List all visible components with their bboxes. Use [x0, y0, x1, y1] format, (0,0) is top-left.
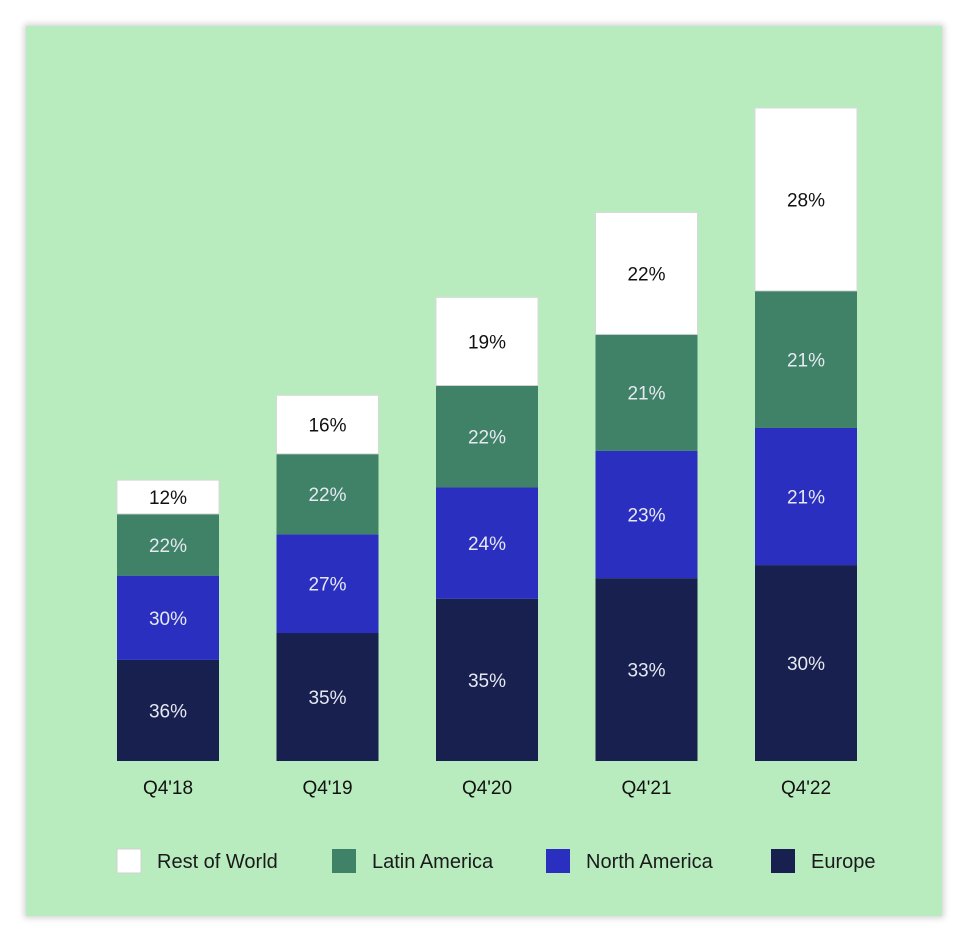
data-label: 36% — [149, 701, 187, 722]
bar-segment-rest-of-world — [754, 107, 858, 292]
legend: Rest of World Latin America North America E… — [116, 848, 876, 874]
data-label: 28% — [787, 190, 825, 211]
bar-segment-north-america — [595, 450, 698, 579]
bar-segment-rest-of-world — [276, 394, 379, 455]
x-tick-label: Q4'22 — [781, 778, 831, 799]
bar-segment-north-america — [436, 487, 538, 599]
legend-swatch — [546, 849, 570, 873]
x-tick-label: Q4'19 — [302, 778, 352, 799]
x-tick-label: Q4'18 — [143, 778, 193, 799]
legend-label: Rest of World — [157, 851, 278, 873]
data-label: 35% — [468, 671, 506, 692]
data-label: 23% — [627, 505, 665, 526]
data-label: 12% — [149, 488, 187, 509]
bar-stack-q4-20: 35% 24% 22% 19% Q4'20 — [435, 296, 539, 799]
data-label: 33% — [627, 661, 665, 682]
data-label: 30% — [149, 609, 187, 630]
data-label: 30% — [787, 654, 825, 675]
bar-segment-north-america — [276, 534, 379, 634]
legend-label: Latin America — [372, 851, 494, 873]
bar-segment-latin-america — [595, 334, 698, 451]
bar-segment-latin-america — [276, 453, 379, 535]
bar-segment-europe — [755, 565, 857, 761]
bar-segment-rest-of-world — [595, 211, 698, 335]
legend-swatch — [116, 848, 142, 874]
bar-segment-rest-of-world — [116, 479, 220, 515]
bar-segment-rest-of-world — [435, 296, 539, 386]
chart-panel: 36% 30% 22% 12% Q4'18 35% 27% 22% 16% Q4'19 35% 24%… — [26, 26, 942, 916]
legend-item-europe: Europe — [771, 849, 876, 873]
bar-segment-europe — [117, 659, 219, 761]
x-tick-label: Q4'21 — [621, 778, 671, 799]
data-label: 27% — [308, 575, 346, 596]
bar-segment-europe — [276, 633, 379, 761]
legend-swatch — [332, 849, 356, 873]
bar-segment-latin-america — [117, 513, 219, 576]
data-label: 19% — [468, 332, 506, 353]
bar-stack-q4-19: 35% 27% 22% 16% Q4'19 — [276, 394, 379, 799]
legend-item-latin-america: Latin America — [332, 849, 494, 873]
legend-label: Europe — [811, 851, 876, 873]
data-label: 16% — [308, 416, 346, 437]
data-label: 21% — [627, 384, 665, 405]
bar-stack-q4-18: 36% 30% 22% 12% Q4'18 — [116, 479, 220, 799]
data-label: 35% — [308, 688, 346, 709]
data-label: 21% — [787, 350, 825, 371]
bar-stack-q4-22: 30% 21% 21% 28% Q4'22 — [754, 107, 858, 799]
stacked-bar-chart: 36% 30% 22% 12% Q4'18 35% 27% 22% 16% Q4'19 35% 24%… — [116, 107, 876, 874]
bar-segment-europe — [595, 578, 698, 761]
legend-item-rest-of-world: Rest of World — [116, 848, 278, 874]
bar-segment-latin-america — [755, 290, 857, 428]
bar-segment-north-america — [755, 427, 857, 566]
data-label: 24% — [468, 534, 506, 555]
data-label: 22% — [468, 427, 506, 448]
bar-stack-q4-21: 33% 23% 21% 22% Q4'21 — [595, 211, 698, 799]
bar-segment-latin-america — [436, 385, 538, 488]
legend-item-north-america: North America — [546, 849, 714, 873]
data-label: 22% — [627, 264, 665, 285]
x-tick-label: Q4'20 — [462, 778, 512, 799]
bar-segment-europe — [436, 598, 538, 761]
data-label: 21% — [787, 488, 825, 509]
bar-segment-north-america — [117, 575, 219, 660]
legend-swatch — [771, 849, 795, 873]
legend-label: North America — [586, 851, 714, 873]
data-label: 22% — [308, 485, 346, 506]
data-label: 22% — [149, 536, 187, 557]
